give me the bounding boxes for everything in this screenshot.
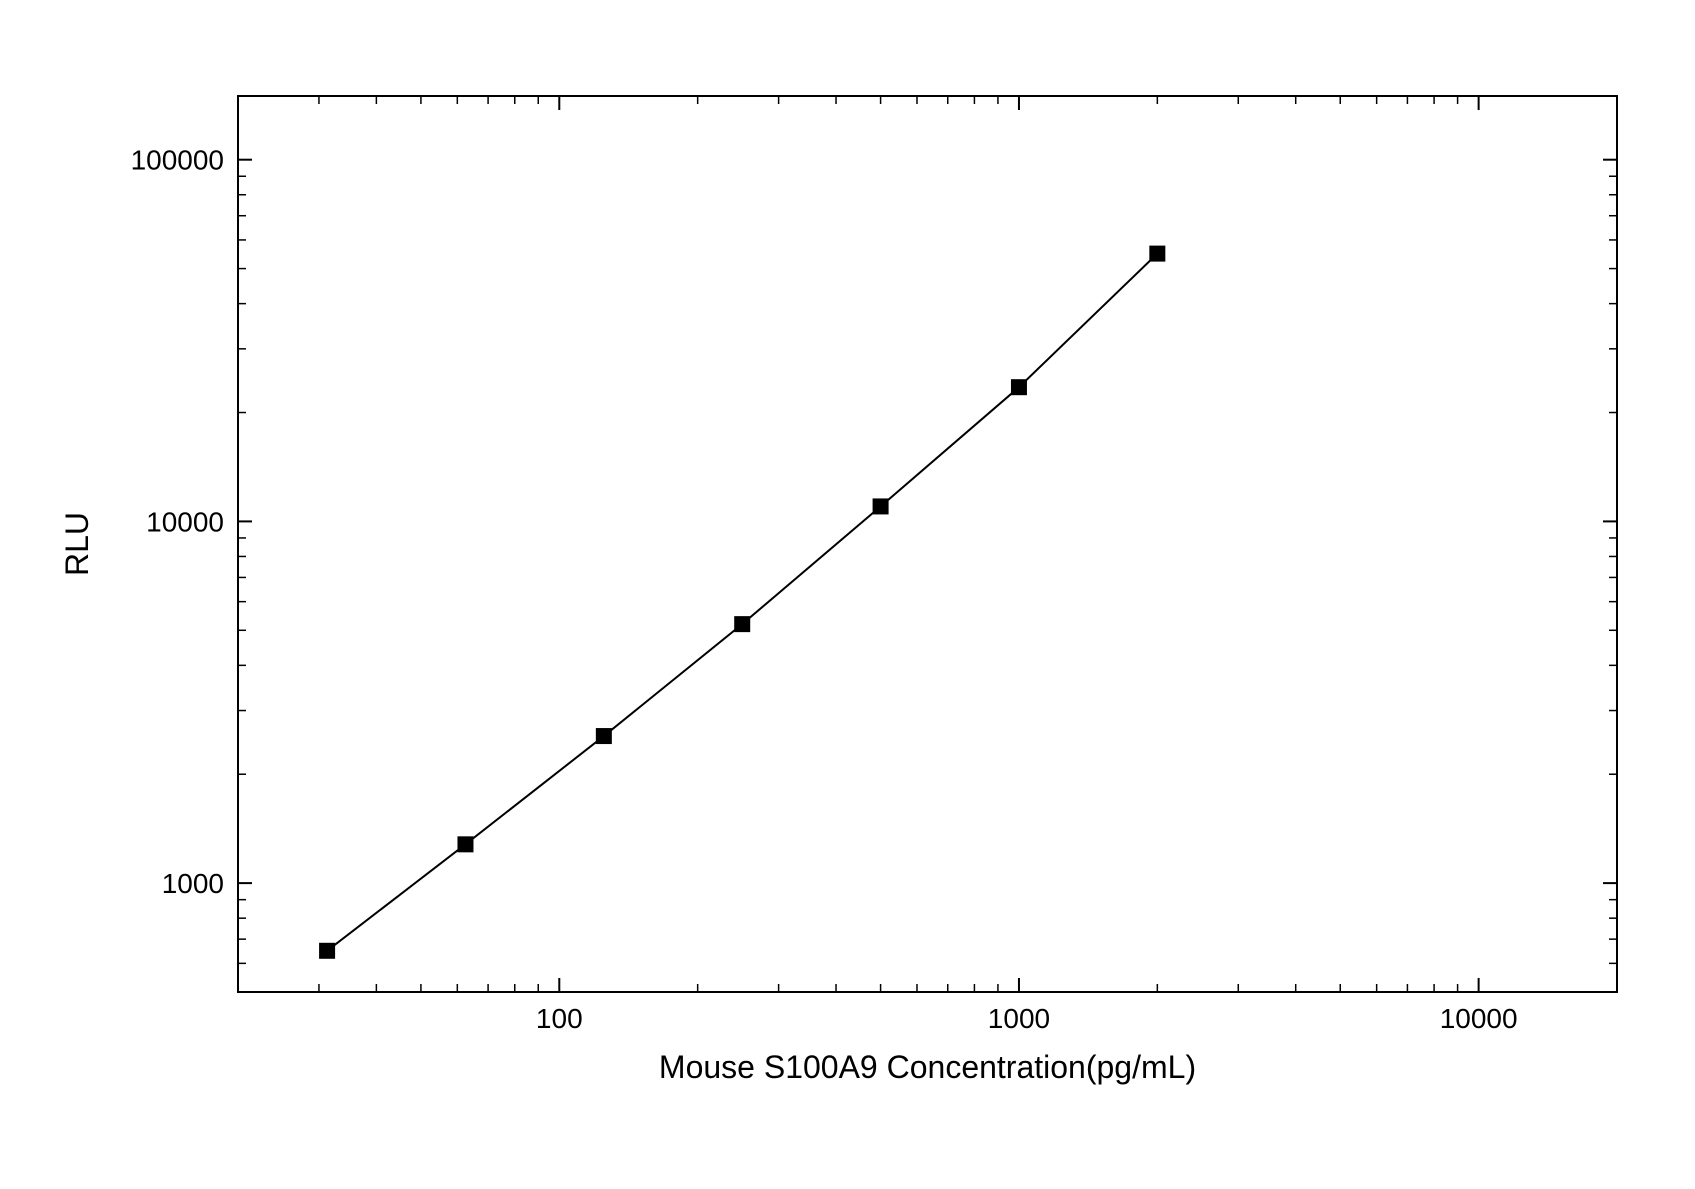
- data-marker: [873, 498, 889, 514]
- data-marker: [1149, 246, 1165, 262]
- data-marker: [596, 728, 612, 744]
- standard-curve-chart: 100 1000 10000 1000 10000 100000 Mouse S100A9 …: [0, 0, 1695, 1189]
- data-marker: [319, 943, 335, 959]
- y-axis-label: RLU: [59, 512, 95, 576]
- data-marker: [457, 836, 473, 852]
- data-marker: [1011, 379, 1027, 395]
- x-axis-label: Mouse S100A9 Concentration(pg/mL): [659, 1049, 1196, 1085]
- y-tick-label: 10000: [146, 506, 224, 537]
- y-tick-label: 1000: [162, 868, 224, 899]
- x-tick-label: 10000: [1440, 1003, 1518, 1034]
- x-tick-label: 100: [536, 1003, 583, 1034]
- x-tick-label: 1000: [988, 1003, 1050, 1034]
- y-tick-label: 100000: [131, 145, 224, 176]
- chart-container: 100 1000 10000 1000 10000 100000 Mouse S100A9 …: [0, 0, 1695, 1189]
- data-marker: [734, 616, 750, 632]
